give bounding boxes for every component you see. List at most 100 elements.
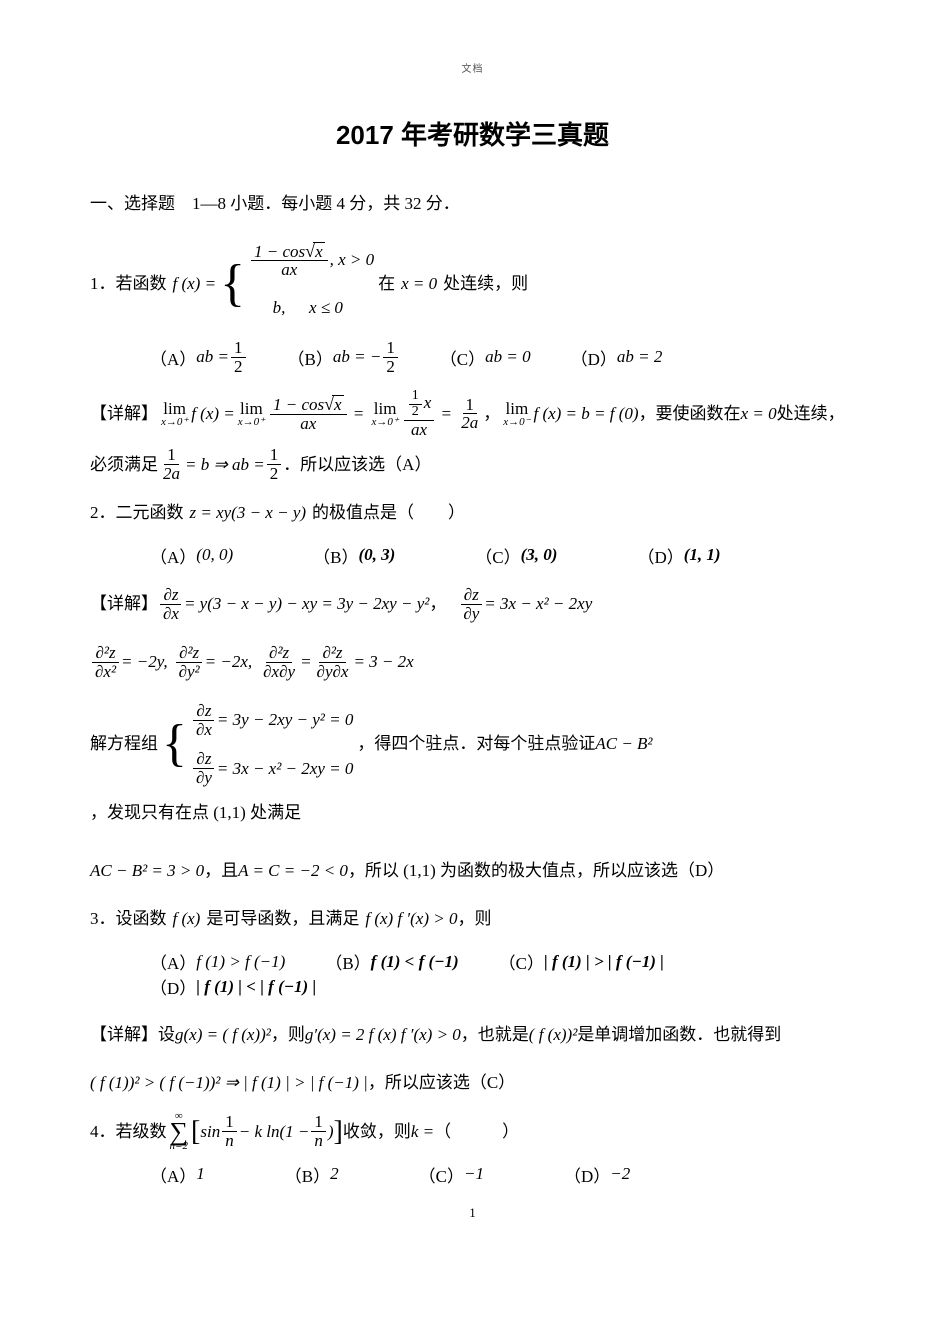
- section-1-heading: 一、选择题 1—8 小题．每小题 4 分，共 32 分．: [90, 188, 855, 220]
- q3-oA-l: （A）: [150, 949, 196, 974]
- header-tiny: 文档: [90, 60, 855, 75]
- q2-r3c2-d: ∂y: [193, 769, 215, 787]
- q1-optB-lbl: （B）: [288, 345, 333, 370]
- q2-r3-acb: AC − B²: [595, 722, 652, 766]
- q4-tail: 收敛，则: [343, 1110, 411, 1154]
- q2-sc1: ，: [429, 582, 446, 626]
- q2-r3-tail: ，发现只有在点 (1,1) 处满足: [90, 791, 301, 835]
- q1-s2-n: 1: [164, 446, 179, 465]
- q3-r2a: ( f (1))² > ( f (−1))² ⇒ | f (1) | > | f…: [90, 1061, 368, 1105]
- q2-d1-r: = y(3 − x − y) − xy = 3y − 2xy − y²: [184, 582, 429, 626]
- q1-optD-lbl: （D）: [571, 345, 617, 370]
- q1-e3-d: ax: [408, 421, 430, 439]
- q1-c2-cond: x ≤ 0: [309, 286, 343, 330]
- q2-oD-v: (1, 1): [684, 545, 721, 565]
- q1-c1-den: ax: [278, 261, 300, 279]
- q2-r2-eq: =: [300, 640, 311, 684]
- q2-r3-mid: ，得四个驻点．对每个驻点验证: [357, 722, 595, 766]
- q2-d2-r: = 3x − x² − 2xy: [484, 582, 592, 626]
- q2-r2c-d: ∂x∂y: [260, 663, 298, 681]
- q3-lead: 设函数: [116, 897, 167, 941]
- q3-stem: 3． 设函数 f (x) 是可导函数，且满足 f (x) f ′(x) > 0 …: [90, 897, 855, 941]
- q2-r2b-r: = −2x,: [205, 640, 253, 684]
- q1-sol-fx: f (x) =: [191, 392, 235, 436]
- q2-r4-b: ，且: [204, 849, 238, 893]
- q4-t1n: 1: [222, 1113, 237, 1132]
- q4-oD-l: （D）: [564, 1162, 610, 1187]
- q3-sol-tag: 【详解】: [90, 1013, 158, 1057]
- q1-c1-num-a: 1 − cos: [254, 242, 305, 261]
- q1-s2-pre: 必须满足: [90, 443, 158, 487]
- q2-r4-c: A = C = −2 < 0: [238, 849, 348, 893]
- q2-oA-l: （A）: [150, 543, 196, 568]
- q2-eq: z = xy(3 − x − y): [190, 491, 307, 535]
- q2-solution-3: 解方程组 { ∂z∂x = 3y − 2xy − y² = 0 ∂z∂y = 3…: [90, 698, 855, 835]
- q1-e3-nt: x: [424, 393, 432, 412]
- q2-r2b-n: ∂²z: [176, 644, 202, 663]
- q1-sol-t2: 处连续，: [777, 392, 845, 436]
- q3-mid: 是可导函数，且满足: [206, 897, 359, 941]
- q2-oB-l: （B）: [313, 543, 358, 568]
- q2-d1-d: ∂x: [160, 605, 182, 623]
- q3-sm3: 是单调增加函数．也就得到: [577, 1013, 781, 1057]
- q1-sol-e2-d: ax: [297, 415, 319, 433]
- q2-r2a-r: = −2y,: [121, 640, 168, 684]
- q2-r3c1-r: = 3y − 2xy − y² = 0: [217, 698, 353, 742]
- q3-sg: g(x) = ( f (x))²: [175, 1013, 271, 1057]
- q2-sol-tag: 【详解】: [90, 582, 158, 626]
- q1-lim3-b: x→0⁺: [372, 417, 399, 428]
- q4-oC-v: −1: [464, 1164, 484, 1184]
- doc-title: 2017 年考研数学三真题: [90, 115, 855, 152]
- q3-cond: f (x) f ′(x) > 0: [365, 897, 457, 941]
- q2-d1-n: ∂z: [160, 586, 181, 605]
- q2-r3c1-d: ∂x: [193, 721, 215, 739]
- q1-tail: 处连续，则: [443, 262, 528, 306]
- q1-piecewise: { 1 − cos√x ax , x > 0 b, x ≤ 0: [220, 238, 374, 330]
- q1-s2-d: 2a: [160, 465, 183, 483]
- q2-r2c-n: ∂²z: [266, 644, 292, 663]
- q1-optA-d: 2: [231, 358, 246, 376]
- q2-d2-n: ∂z: [461, 586, 482, 605]
- q1-optD-eq: ab = 2: [617, 347, 662, 367]
- q1-solution-2: 必须满足 12a = b ⇒ ab = 12 ．所以应该选（A）: [90, 443, 855, 487]
- q2-solution-2: ∂²z∂x² = −2y, ∂²z∂y² = −2x, ∂²z∂x∂y = ∂²…: [90, 640, 855, 684]
- q1-sol-t1: ，要使函数在: [639, 392, 741, 436]
- q2-r2d-d: ∂y∂x: [314, 663, 352, 681]
- q4-brl: [: [191, 1121, 200, 1143]
- q2-r2d-r: = 3 − 2x: [353, 640, 413, 684]
- q2-d2-d: ∂y: [460, 605, 482, 623]
- q1-e4-n: 1: [463, 396, 478, 415]
- q2-r3c1-n: ∂z: [193, 702, 214, 721]
- q1-e3-nn: 1: [409, 389, 422, 405]
- q1-lim1-t: lim: [163, 400, 186, 417]
- q1-lim2-t: lim: [240, 400, 263, 417]
- q4-keq: k =: [411, 1110, 434, 1154]
- q2-r2a-n: ∂²z: [92, 644, 118, 663]
- q3-oB-v: f (1) < f (−1): [371, 952, 459, 972]
- q2-stem: 2． 二元函数 z = xy(3 − x − y) 的极值点是（ ）: [90, 491, 855, 535]
- q4-oB-l: （B）: [285, 1162, 330, 1187]
- q1-s2-mid: = b ⇒ ab =: [185, 443, 265, 487]
- q1-optB-d: 2: [383, 358, 398, 376]
- q2-r4-a: AC − B² = 3 > 0: [90, 849, 204, 893]
- page: 文档 2017 年考研数学三真题 一、选择题 1—8 小题．每小题 4 分，共 …: [0, 0, 945, 1241]
- q1-c1-sqrt: x: [313, 242, 325, 261]
- q4-t1d: n: [222, 1132, 237, 1150]
- q1-c1-cond: , x > 0: [330, 238, 375, 282]
- q1-s2-tail: ．所以应该选（A）: [283, 443, 431, 487]
- q3-fx: f (x): [173, 897, 201, 941]
- q2-r3-pre: 解方程组: [90, 722, 158, 766]
- q1-options: （A） ab = 12 （B） ab = − 12 （C） ab = 0 （D）…: [150, 339, 855, 376]
- q4-stem: 4． 若级数 ∞ ∑ n=2 [ sin 1n − k ln(1 − 1n ) …: [90, 1110, 855, 1154]
- q4-lead: 若级数: [116, 1110, 167, 1154]
- q1-sol-e2-sq: x: [332, 395, 344, 414]
- q1-stem: 1． 若函数 f (x) = { 1 − cos√x ax , x > 0 b,…: [90, 238, 855, 330]
- q2-lead: 二元函数: [116, 491, 184, 535]
- q1-e3-nd: 2: [409, 405, 422, 420]
- q4-t1p: sin: [200, 1110, 220, 1154]
- q1-fx: f (x) =: [173, 262, 217, 306]
- q4-oA-l: （A）: [150, 1162, 196, 1187]
- q4-sum-sub: n=2: [170, 1141, 188, 1152]
- q3-num: 3．: [90, 897, 116, 941]
- q1-optB-lhs: ab = −: [333, 347, 381, 367]
